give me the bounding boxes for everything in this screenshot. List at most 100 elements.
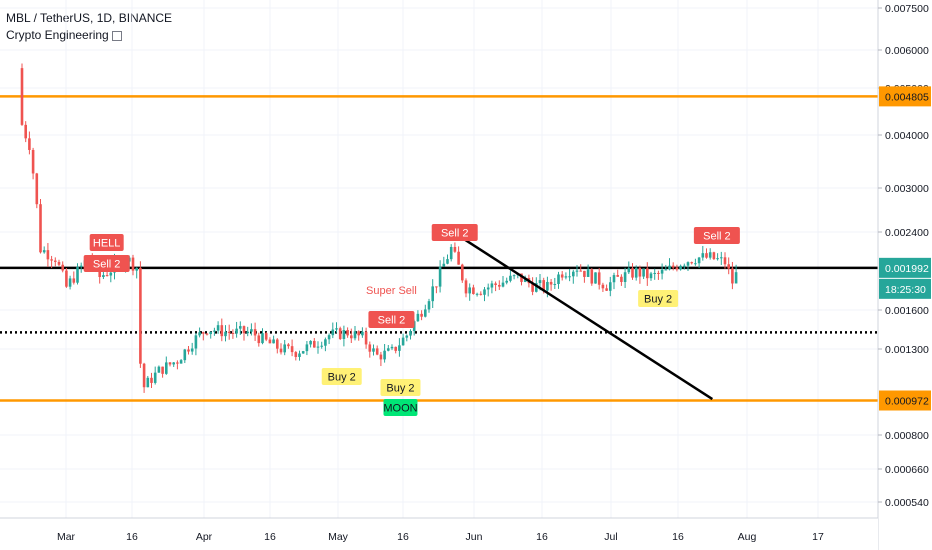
signal-text: Buy 2 [386, 383, 414, 395]
signal-text: HELL [93, 238, 121, 250]
candle-body [146, 377, 150, 388]
candle-body [649, 273, 653, 279]
candle-body [727, 264, 730, 269]
candle-body [424, 309, 427, 317]
candle-body [572, 271, 575, 277]
candle-body [216, 325, 220, 331]
candle-body [301, 351, 305, 354]
signal-text: Sell 2 [441, 228, 469, 240]
candle-body [361, 331, 364, 336]
candle-body [690, 262, 693, 264]
candle-body [461, 264, 464, 281]
candle-body [153, 372, 157, 383]
candle-body [309, 340, 312, 345]
candle-body [623, 272, 627, 282]
candle-body [583, 270, 586, 277]
candle-body [35, 173, 39, 205]
y-tick-label: 0.000540 [885, 497, 929, 509]
candle-body [705, 253, 708, 258]
candle-body [213, 330, 216, 332]
candle-body [161, 366, 164, 374]
candle-body [65, 270, 68, 287]
candle-body [139, 267, 142, 364]
candle-body [501, 282, 505, 287]
candle-body [657, 272, 660, 274]
candle-body [168, 362, 172, 365]
candle-body [24, 124, 27, 139]
x-tick-label: Apr [196, 531, 213, 543]
signal-badge [83, 255, 130, 272]
y-tick-label: 0.006000 [885, 45, 929, 57]
candle-body [61, 264, 64, 271]
candle-body [708, 252, 712, 258]
candle-body [694, 263, 697, 265]
symbol-title[interactable]: MBL / TetherUS, 1D, BINANCE [6, 11, 173, 25]
candle-body [734, 272, 738, 284]
candle-body [653, 272, 656, 274]
candle-body [28, 138, 31, 150]
candle-body [68, 278, 72, 287]
candle-body [642, 268, 645, 277]
price-label-countdown [879, 278, 931, 299]
trendline-segment [458, 234, 714, 401]
candle-body [560, 274, 564, 278]
candle-body [731, 268, 734, 284]
candle-body [446, 259, 449, 264]
candle-body [405, 335, 409, 338]
candle-body [472, 287, 475, 295]
indicator-settings-icon[interactable] [111, 30, 122, 41]
candle-body [142, 363, 146, 388]
candle-body [720, 257, 723, 259]
price-label-text: 0.004805 [885, 91, 929, 103]
candle-body [261, 333, 264, 344]
candle-body [331, 329, 335, 336]
candle-body [357, 331, 360, 336]
candle-body [231, 332, 235, 334]
candle-body [335, 328, 338, 330]
candle-body [697, 257, 701, 264]
candle-body [327, 335, 331, 340]
signal-text: Sell 2 [93, 259, 121, 271]
candle-body [279, 348, 283, 353]
candle-body [605, 288, 608, 291]
candle-body [660, 269, 664, 274]
candle-body [276, 339, 279, 349]
candle-body [723, 257, 727, 265]
candle-body [490, 283, 494, 288]
candle-body [494, 283, 497, 285]
candle-body [109, 272, 113, 276]
candle-body [54, 260, 57, 262]
candle-body [486, 287, 490, 290]
indicator-name: Crypto Engineering [6, 28, 109, 42]
y-tick-label: 0.003000 [885, 183, 929, 195]
candle-body [72, 278, 76, 283]
candle-body [165, 362, 168, 374]
candle-body [20, 68, 24, 125]
signal-text: Buy 2 [328, 372, 356, 384]
x-tick-label: Jun [466, 531, 483, 543]
candle-body [438, 266, 442, 287]
candle-body [324, 339, 327, 346]
trendline[interactable] [458, 234, 714, 401]
candle-body [135, 267, 138, 271]
candle-body [612, 275, 616, 283]
x-tick-label: Mar [57, 531, 76, 543]
indicator-row[interactable]: Crypto Engineering [6, 27, 172, 44]
x-tick-label: 16 [397, 531, 409, 543]
candle-body [442, 263, 446, 267]
x-tick-label: 16 [536, 531, 548, 543]
y-tick-label: 0.001600 [885, 305, 929, 317]
y-tick-label: 0.004000 [885, 130, 929, 142]
candle-body [597, 272, 601, 285]
candle-body [542, 280, 545, 291]
candle-body [701, 253, 705, 258]
signal-badge [380, 379, 421, 396]
candle-body [131, 257, 135, 271]
candle-body [627, 268, 631, 273]
candle-body [253, 329, 257, 336]
candle-body [250, 329, 253, 332]
candle-body [239, 326, 242, 329]
candle-body [398, 345, 401, 351]
candle-body [646, 268, 649, 279]
